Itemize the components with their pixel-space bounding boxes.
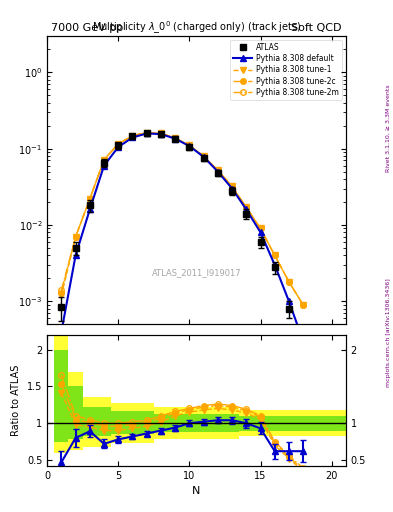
- Bar: [239, 410, 346, 436]
- Title: Multiplicity $\lambda\_0^0$ (charged only) (track jets): Multiplicity $\lambda\_0^0$ (charged onl…: [92, 19, 301, 36]
- X-axis label: N: N: [192, 486, 201, 496]
- Bar: [83, 397, 111, 447]
- Bar: [54, 328, 68, 453]
- Bar: [68, 387, 83, 439]
- Text: mcplots.cern.ch [arXiv:1306.3436]: mcplots.cern.ch [arXiv:1306.3436]: [386, 279, 391, 387]
- Y-axis label: Ratio to ATLAS: Ratio to ATLAS: [11, 365, 21, 436]
- Bar: [154, 414, 239, 432]
- Text: Soft QCD: Soft QCD: [292, 23, 342, 33]
- Text: ATLAS_2011_I919017: ATLAS_2011_I919017: [152, 268, 241, 277]
- Bar: [68, 372, 83, 451]
- Legend: ATLAS, Pythia 8.308 default, Pythia 8.308 tune-1, Pythia 8.308 tune-2c, Pythia 8: ATLAS, Pythia 8.308 default, Pythia 8.30…: [230, 39, 342, 100]
- Text: Rivet 3.1.10, ≥ 3.3M events: Rivet 3.1.10, ≥ 3.3M events: [386, 84, 391, 172]
- Text: 7000 GeV pp: 7000 GeV pp: [51, 23, 123, 33]
- Bar: [239, 416, 346, 431]
- Bar: [83, 407, 111, 436]
- Bar: [54, 350, 68, 442]
- Bar: [111, 402, 154, 443]
- Bar: [111, 412, 154, 434]
- Bar: [154, 407, 239, 439]
